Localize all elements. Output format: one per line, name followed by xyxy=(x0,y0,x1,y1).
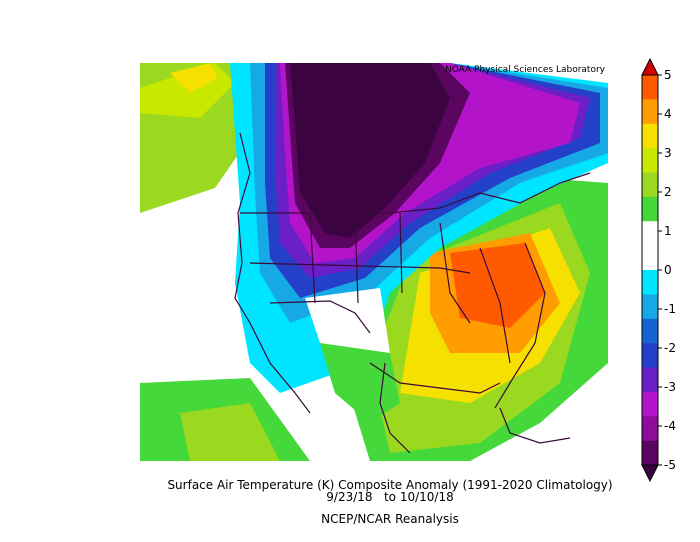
colorbar-tick-label: -5 xyxy=(664,458,676,472)
colorbar-band xyxy=(642,172,658,198)
colorbar-tick-label: -1 xyxy=(664,302,676,316)
colorbar-band xyxy=(642,391,658,417)
colorbar-tick-label: -2 xyxy=(664,341,676,355)
colorbar-tick-label: -4 xyxy=(664,419,676,433)
colorbar-tick-label: 0 xyxy=(664,263,672,277)
colorbar-band xyxy=(642,440,658,466)
colorbar-tick-label: 3 xyxy=(664,146,672,160)
colorbar-band xyxy=(642,294,658,320)
colorbar-band xyxy=(642,416,658,441)
colorbar-arrow-top xyxy=(641,57,659,76)
colorbar-band xyxy=(642,245,658,271)
colorbar-tick-label: 5 xyxy=(664,68,672,82)
caption-source: NCEP/NCAR Reanalysis xyxy=(321,512,459,526)
colorbar-band xyxy=(642,196,658,222)
colorbar-band xyxy=(642,343,658,368)
colorbar: 5 4 3 2 1 0 -1 -2 -3 -4 -5 xyxy=(641,57,676,483)
caption-title: Surface Air Temperature (K) Composite An… xyxy=(167,478,613,492)
caption-dates: 9/23/18 to 10/10/18 xyxy=(326,490,454,504)
anomaly-map xyxy=(140,63,608,461)
colorbar-band xyxy=(642,123,658,149)
colorbar-bands xyxy=(641,57,659,483)
colorbar-tick-label: 4 xyxy=(664,107,672,121)
field-dark-orange-southeast xyxy=(450,243,545,328)
colorbar-band xyxy=(642,367,658,393)
colorbar-arrow-bottom xyxy=(641,464,659,483)
field-yellow-nw xyxy=(170,63,218,93)
colorbar-tick-label: 2 xyxy=(664,185,672,199)
colorbar-band xyxy=(642,148,658,173)
colorbar-band xyxy=(642,318,658,344)
colorbar-band xyxy=(642,75,658,100)
colorbar-tick-label: -3 xyxy=(664,380,676,394)
field-deep-cold xyxy=(290,63,450,238)
field-lime-pacific xyxy=(180,403,280,461)
colorbar-band xyxy=(642,270,658,295)
boundaries xyxy=(234,132,591,454)
colorbar-band xyxy=(642,221,658,246)
colorbar-band xyxy=(642,99,658,125)
credit-label: NOAA Physical Sciences Laboratory xyxy=(444,65,605,75)
colorbar-ticks: 5 4 3 2 1 0 -1 -2 -3 -4 -5 xyxy=(658,68,676,472)
colorbar-tick-label: 1 xyxy=(664,224,672,238)
